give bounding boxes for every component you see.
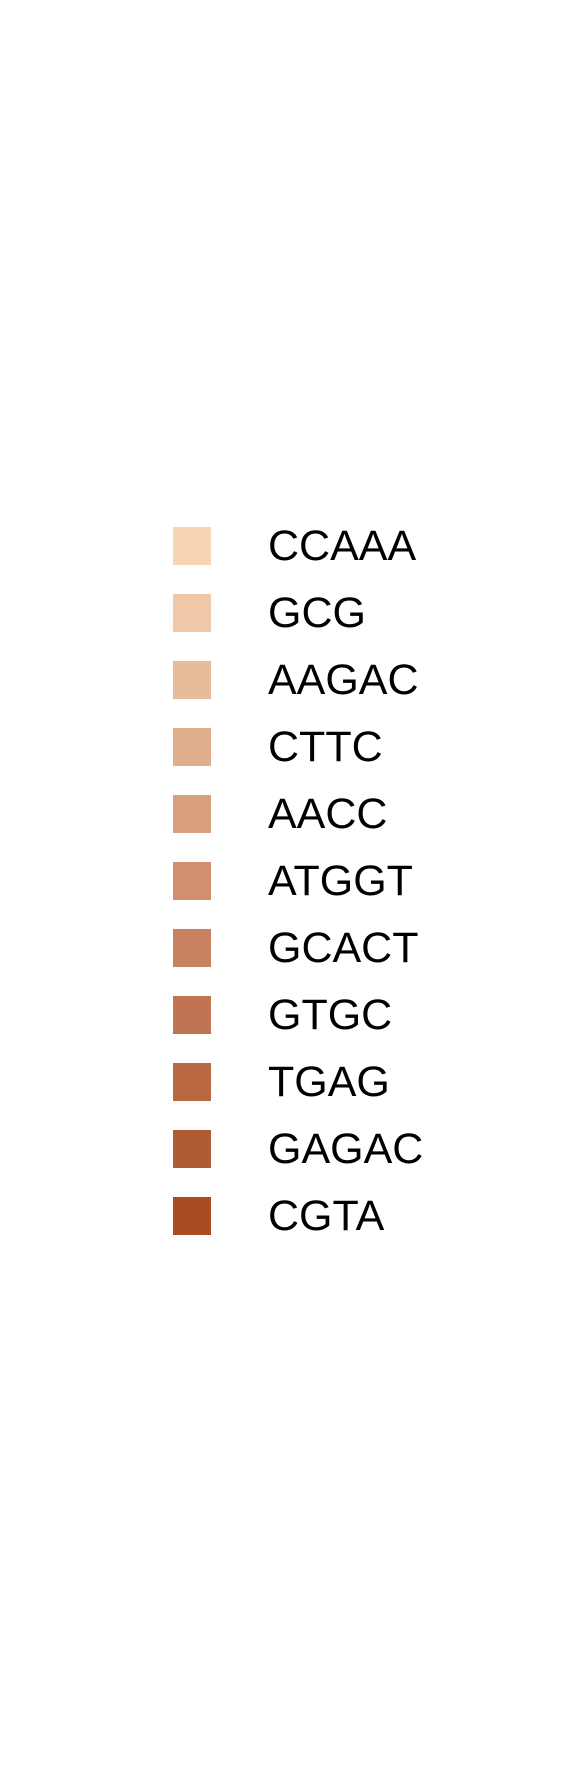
legend-item: GAGAC (0, 1125, 570, 1173)
legend-label: CTTC (268, 723, 383, 771)
legend-item: TGAG (0, 1058, 570, 1106)
legend-swatch (173, 1130, 211, 1168)
legend-swatch (173, 795, 211, 833)
legend-label: ATGGT (268, 857, 413, 905)
legend-label: AACC (268, 790, 388, 838)
legend-swatch (173, 929, 211, 967)
legend-item: ATGGT (0, 857, 570, 905)
legend-item: GCACT (0, 924, 570, 972)
legend-label: GAGAC (268, 1125, 424, 1173)
legend-label: CCAAA (268, 522, 417, 570)
legend-label: AAGAC (268, 656, 419, 704)
legend-swatch (173, 527, 211, 565)
legend-label: TGAG (268, 1058, 390, 1106)
legend-swatch (173, 1063, 211, 1101)
legend-item: CTTC (0, 723, 570, 771)
legend-swatch (173, 661, 211, 699)
legend-item: AACC (0, 790, 570, 838)
legend-label: GCACT (268, 924, 419, 972)
legend-item: CGTA (0, 1192, 570, 1240)
legend-swatch (173, 1197, 211, 1235)
legend-label: GCG (268, 589, 366, 637)
legend-item: AAGAC (0, 656, 570, 704)
legend-swatch (173, 594, 211, 632)
legend-swatch (173, 996, 211, 1034)
legend-swatch (173, 728, 211, 766)
legend-label: GTGC (268, 991, 393, 1039)
legend-swatch (173, 862, 211, 900)
legend-item: GTGC (0, 991, 570, 1039)
legend-item: CCAAA (0, 522, 570, 570)
legend-label: CGTA (268, 1192, 385, 1240)
legend-item: GCG (0, 589, 570, 637)
